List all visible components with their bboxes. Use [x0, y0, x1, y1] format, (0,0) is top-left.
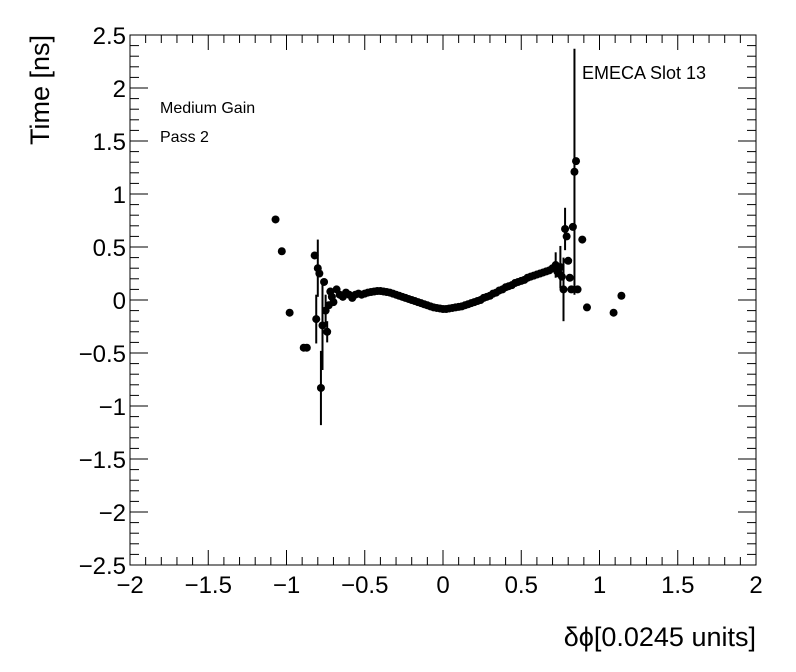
- data-point: [271, 215, 280, 224]
- data-point: [561, 224, 570, 233]
- x-tick-label: −2: [116, 572, 143, 599]
- data-point: [568, 222, 577, 231]
- data-point: [277, 247, 286, 256]
- y-tick-label: 0.5: [93, 235, 126, 262]
- data-point: [567, 285, 576, 294]
- annotation-pass: Pass 2: [160, 129, 209, 146]
- x-tick-label: −1.5: [185, 572, 232, 599]
- y-tick-label: −1: [99, 394, 126, 421]
- data-point: [572, 157, 581, 166]
- data-point: [573, 285, 582, 294]
- data-point: [557, 272, 566, 281]
- y-tick-label: −0.5: [79, 341, 126, 368]
- data-point: [565, 273, 574, 282]
- data-point: [578, 235, 587, 244]
- annotation-slot: EMECA Slot 13: [582, 63, 706, 83]
- x-tick-label: 0: [436, 572, 449, 599]
- data-point: [320, 277, 329, 286]
- data-point: [559, 285, 568, 294]
- x-tick-label: −0.5: [341, 572, 388, 599]
- x-tick-label: 1: [593, 572, 606, 599]
- x-tick-label: 1.5: [661, 572, 694, 599]
- data-point: [315, 269, 324, 278]
- plot-frame: [129, 34, 757, 566]
- x-tick-label: 0.5: [505, 572, 538, 599]
- y-tick-label: 1.5: [93, 129, 126, 156]
- y-tick-label: 1: [113, 182, 126, 209]
- annotation-gain: Medium Gain: [160, 100, 255, 117]
- data-point: [564, 256, 573, 265]
- data-point: [316, 383, 325, 392]
- y-tick-label: 2: [113, 76, 126, 103]
- data-point: [312, 315, 321, 324]
- x-tick-label: 2: [749, 572, 762, 599]
- data-point: [582, 303, 591, 312]
- data-point: [609, 308, 618, 317]
- y-axis-title: Time [ns]: [25, 35, 55, 145]
- y-tick-label: −2.5: [79, 553, 126, 580]
- x-axis-title: δϕ[0.0245 units]: [564, 622, 756, 652]
- data-point: [302, 343, 311, 352]
- data-point: [329, 298, 338, 307]
- data-point: [318, 321, 327, 330]
- data-point: [556, 263, 565, 272]
- y-tick-label: 2.5: [93, 23, 126, 50]
- data-point: [617, 291, 626, 300]
- y-tick-label: −1.5: [79, 447, 126, 474]
- x-tick-label: −1: [273, 572, 300, 599]
- data-point: [310, 251, 319, 260]
- data-point: [285, 308, 294, 317]
- data-point: [570, 167, 579, 176]
- data-point: [562, 232, 571, 241]
- y-tick-label: 0: [113, 288, 126, 315]
- y-tick-label: −2: [99, 500, 126, 527]
- data-point: [323, 327, 332, 336]
